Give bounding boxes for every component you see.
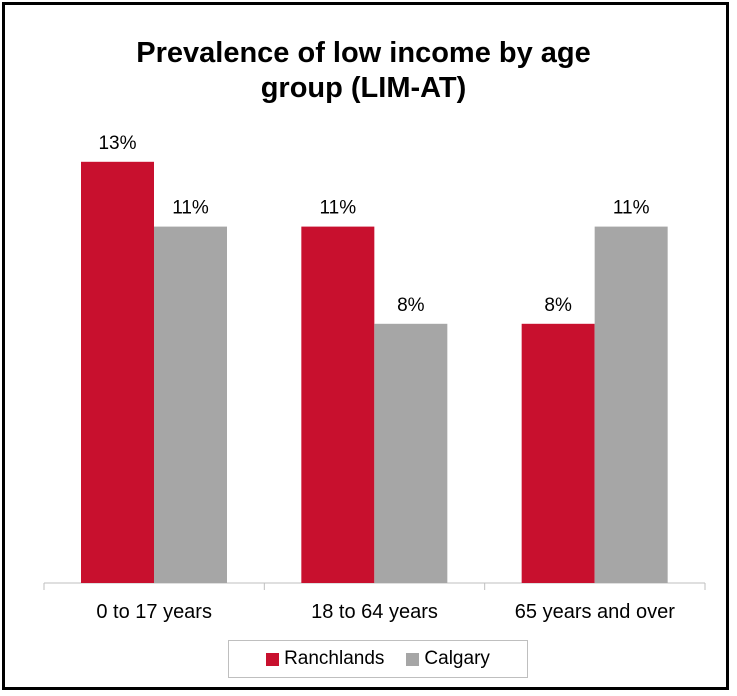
x-tick-label: 65 years and over <box>515 601 675 623</box>
bar-ranchlands-2 <box>521 323 595 583</box>
data-label: 11% <box>613 198 650 219</box>
chart-title: Prevalence of low income by age group (L… <box>136 37 591 104</box>
x-tick-label: 18 to 64 years <box>311 601 438 623</box>
bar-calgary-0 <box>154 226 227 583</box>
legend-label-ranchlands: Ranchlands <box>284 648 385 669</box>
data-label: 11% <box>320 198 357 219</box>
legend-item-calgary: Calgary <box>406 648 490 670</box>
data-label: 8% <box>397 295 425 316</box>
x-tick-label: 0 to 17 years <box>96 601 212 623</box>
bar-ranchlands-1 <box>301 226 375 583</box>
data-label: 13% <box>98 133 136 154</box>
legend-item-ranchlands: Ranchlands <box>266 648 384 670</box>
data-label: 11% <box>172 198 209 219</box>
legend-swatch-ranchlands <box>266 652 280 666</box>
chart-legend: Ranchlands Calgary <box>228 640 528 678</box>
bar-calgary-1 <box>374 323 448 583</box>
legend-label-calgary: Calgary <box>424 648 490 669</box>
legend-swatch-calgary <box>406 652 420 666</box>
bar-calgary-2 <box>594 226 668 583</box>
data-label: 8% <box>544 295 572 316</box>
bar-ranchlands-0 <box>81 161 154 584</box>
